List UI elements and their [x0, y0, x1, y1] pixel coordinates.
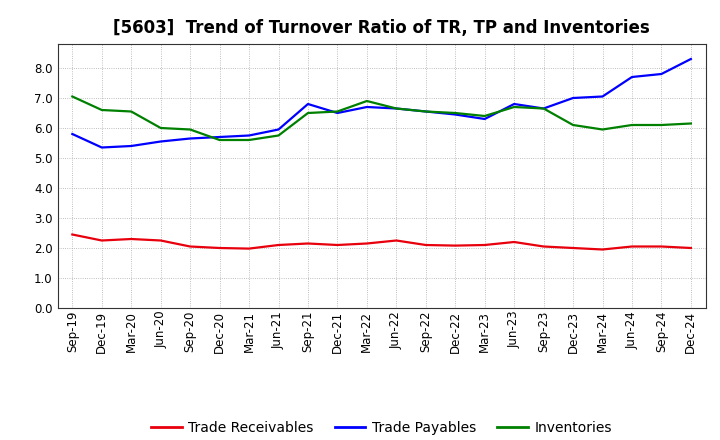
Inventories: [215, 137, 224, 143]
Inventories: [97, 107, 106, 113]
Inventories: [363, 99, 372, 104]
Trade Receivables: [480, 242, 489, 248]
Trade Receivables: [274, 242, 283, 248]
Trade Payables: [510, 101, 518, 106]
Trade Receivables: [687, 246, 696, 251]
Trade Receivables: [97, 238, 106, 243]
Trade Payables: [628, 74, 636, 80]
Trade Payables: [186, 136, 194, 141]
Trade Payables: [657, 71, 666, 77]
Trade Payables: [245, 133, 253, 138]
Trade Receivables: [156, 238, 165, 243]
Trade Receivables: [186, 244, 194, 249]
Trade Payables: [480, 116, 489, 121]
Trade Payables: [687, 56, 696, 62]
Trade Receivables: [451, 243, 459, 248]
Trade Payables: [215, 134, 224, 139]
Inventories: [687, 121, 696, 126]
Line: Trade Payables: Trade Payables: [72, 59, 691, 147]
Line: Inventories: Inventories: [72, 96, 691, 140]
Trade Receivables: [657, 244, 666, 249]
Inventories: [421, 109, 430, 114]
Trade Receivables: [363, 241, 372, 246]
Trade Receivables: [304, 241, 312, 246]
Trade Payables: [97, 145, 106, 150]
Trade Receivables: [598, 247, 607, 252]
Inventories: [68, 94, 76, 99]
Trade Receivables: [539, 244, 548, 249]
Trade Receivables: [569, 246, 577, 251]
Inventories: [510, 104, 518, 110]
Inventories: [156, 125, 165, 131]
Inventories: [451, 110, 459, 116]
Inventories: [628, 122, 636, 128]
Inventories: [186, 127, 194, 132]
Inventories: [657, 122, 666, 128]
Trade Payables: [68, 132, 76, 137]
Trade Payables: [304, 101, 312, 106]
Trade Receivables: [628, 244, 636, 249]
Legend: Trade Receivables, Trade Payables, Inventories: Trade Receivables, Trade Payables, Inven…: [145, 415, 618, 440]
Inventories: [480, 114, 489, 119]
Trade Receivables: [215, 246, 224, 251]
Title: [5603]  Trend of Turnover Ratio of TR, TP and Inventories: [5603] Trend of Turnover Ratio of TR, TP…: [113, 19, 650, 37]
Trade Receivables: [510, 239, 518, 245]
Trade Receivables: [392, 238, 400, 243]
Trade Payables: [333, 110, 342, 116]
Trade Payables: [156, 139, 165, 144]
Trade Receivables: [333, 242, 342, 248]
Trade Payables: [451, 112, 459, 117]
Trade Receivables: [68, 232, 76, 237]
Trade Payables: [539, 106, 548, 111]
Inventories: [245, 137, 253, 143]
Inventories: [539, 106, 548, 111]
Trade Payables: [569, 95, 577, 101]
Trade Payables: [363, 104, 372, 110]
Trade Payables: [598, 94, 607, 99]
Inventories: [392, 106, 400, 111]
Inventories: [304, 110, 312, 116]
Trade Receivables: [127, 236, 135, 242]
Inventories: [569, 122, 577, 128]
Trade Receivables: [421, 242, 430, 248]
Inventories: [598, 127, 607, 132]
Trade Payables: [392, 106, 400, 111]
Trade Payables: [421, 109, 430, 114]
Trade Payables: [127, 143, 135, 149]
Trade Receivables: [245, 246, 253, 251]
Inventories: [333, 109, 342, 114]
Inventories: [127, 109, 135, 114]
Trade Payables: [274, 127, 283, 132]
Inventories: [274, 133, 283, 138]
Line: Trade Receivables: Trade Receivables: [72, 235, 691, 249]
